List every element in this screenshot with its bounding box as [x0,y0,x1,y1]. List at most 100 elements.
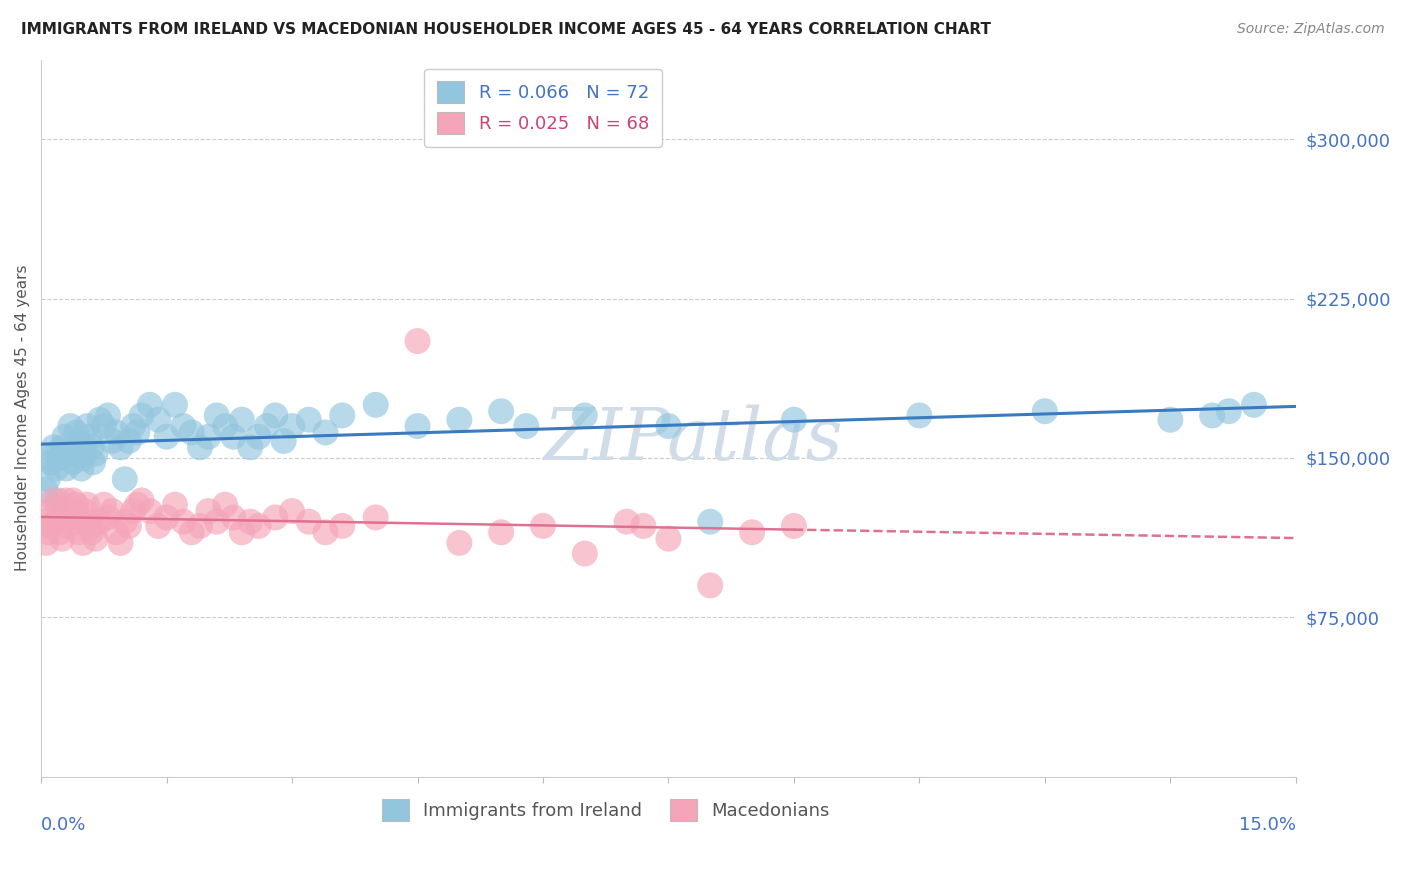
Point [46,493,69,508]
Point [214,498,236,512]
Point [53,430,76,444]
Point [298,515,321,529]
Point [222,430,245,444]
Point [110,536,132,550]
Point [45,461,67,475]
Point [93,419,115,434]
Point [42,493,65,508]
Point [59,510,82,524]
Point [42,440,65,454]
Point [148,413,170,427]
Point [122,504,145,518]
Text: Source: ZipAtlas.com: Source: ZipAtlas.com [1237,22,1385,37]
Point [51,532,73,546]
Point [118,519,141,533]
Point [51,440,73,454]
Point [67,525,90,540]
Point [315,425,337,440]
Point [53,504,76,518]
Point [97,409,120,423]
Point [59,419,82,434]
Point [110,440,132,454]
Text: 0.0%: 0.0% [41,816,87,834]
Point [155,510,177,524]
Text: ZIPatlas: ZIPatlas [544,404,844,475]
Point [741,525,763,540]
Point [574,547,596,561]
Point [84,447,107,461]
Point [699,578,721,592]
Point [231,413,253,427]
Point [155,430,177,444]
Point [1201,409,1223,423]
Legend: Immigrants from Ireland, Macedonians: Immigrants from Ireland, Macedonians [371,789,841,832]
Point [188,440,211,454]
Point [139,504,162,518]
Point [180,525,202,540]
Point [89,515,111,529]
Point [39,455,62,469]
Point [118,434,141,448]
Point [39,504,62,518]
Point [80,525,103,540]
Point [273,434,295,448]
Point [48,525,70,540]
Point [70,461,93,475]
Point [264,510,287,524]
Point [281,419,304,434]
Point [489,404,512,418]
Point [63,440,86,454]
Point [82,455,104,469]
Point [197,504,219,518]
Point [264,409,287,423]
Point [364,510,387,524]
Point [114,472,136,486]
Point [131,409,153,423]
Point [101,504,124,518]
Point [330,519,353,533]
Text: 15.0%: 15.0% [1239,816,1296,834]
Point [657,532,679,546]
Point [89,413,111,427]
Point [315,525,337,540]
Point [783,519,806,533]
Point [79,515,101,529]
Point [32,515,55,529]
Point [127,498,149,512]
Point [62,493,84,508]
Point [38,450,60,465]
Point [1218,404,1240,418]
Point [46,498,69,512]
Point [298,413,321,427]
Point [515,419,537,434]
Point [56,519,79,533]
Point [172,419,194,434]
Point [1243,398,1265,412]
Point [127,425,149,440]
Point [55,461,77,475]
Point [205,409,228,423]
Point [222,510,245,524]
Point [76,498,98,512]
Point [449,536,471,550]
Point [330,409,353,423]
Point [657,419,679,434]
Point [531,519,554,533]
Point [65,425,87,440]
Point [67,434,90,448]
Point [35,536,58,550]
Point [55,493,77,508]
Point [73,504,96,518]
Point [247,430,270,444]
Point [65,498,87,512]
Point [281,504,304,518]
Point [239,515,262,529]
Point [114,515,136,529]
Point [205,515,228,529]
Point [364,398,387,412]
Point [63,504,86,518]
Point [79,430,101,444]
Point [72,536,94,550]
Point [247,519,270,533]
Point [180,425,202,440]
